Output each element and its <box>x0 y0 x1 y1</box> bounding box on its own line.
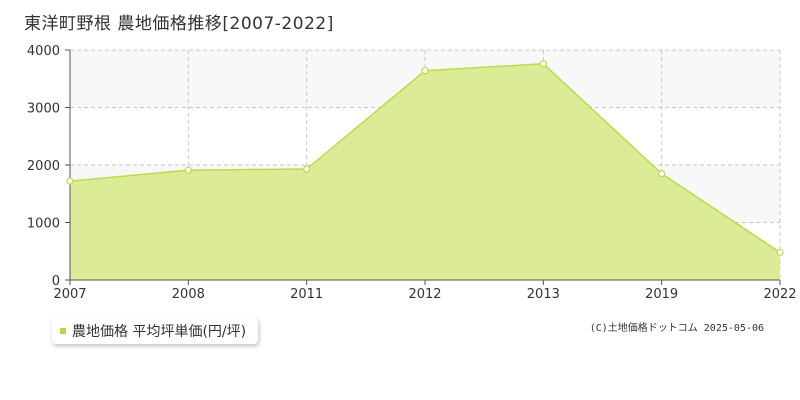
y-tick-label: 1000 <box>27 217 60 232</box>
x-tick-label: 2019 <box>645 287 678 302</box>
data-point <box>303 165 311 173</box>
series-area <box>70 63 780 280</box>
legend-swatch <box>60 328 66 334</box>
chart-title: 東洋町野根 農地価格推移[2007-2022] <box>24 14 334 34</box>
y-tick-label: 0 <box>52 274 60 289</box>
data-point <box>66 177 74 185</box>
x-tick-label: 2013 <box>527 287 560 302</box>
y-tick-label: 3000 <box>27 102 60 117</box>
data-point <box>421 67 429 75</box>
y-tick-label: 2000 <box>27 159 60 174</box>
x-tick-label: 2022 <box>763 287 796 302</box>
data-point <box>184 166 192 174</box>
x-tick-label: 2012 <box>408 287 441 302</box>
data-point <box>539 60 547 68</box>
x-tick-label: 2011 <box>290 287 323 302</box>
data-point <box>776 248 784 256</box>
y-tick-label: 4000 <box>27 44 60 59</box>
x-tick-label: 2007 <box>53 287 86 302</box>
copyright-text: (C)土地価格ドットコム 2025-05-06 <box>589 323 764 334</box>
data-point <box>658 170 666 178</box>
x-tick-label: 2008 <box>172 287 205 302</box>
legend-label: 農地価格 平均坪単価(円/坪) <box>72 324 247 340</box>
legend: 農地価格 平均坪単価(円/坪) <box>52 318 259 344</box>
